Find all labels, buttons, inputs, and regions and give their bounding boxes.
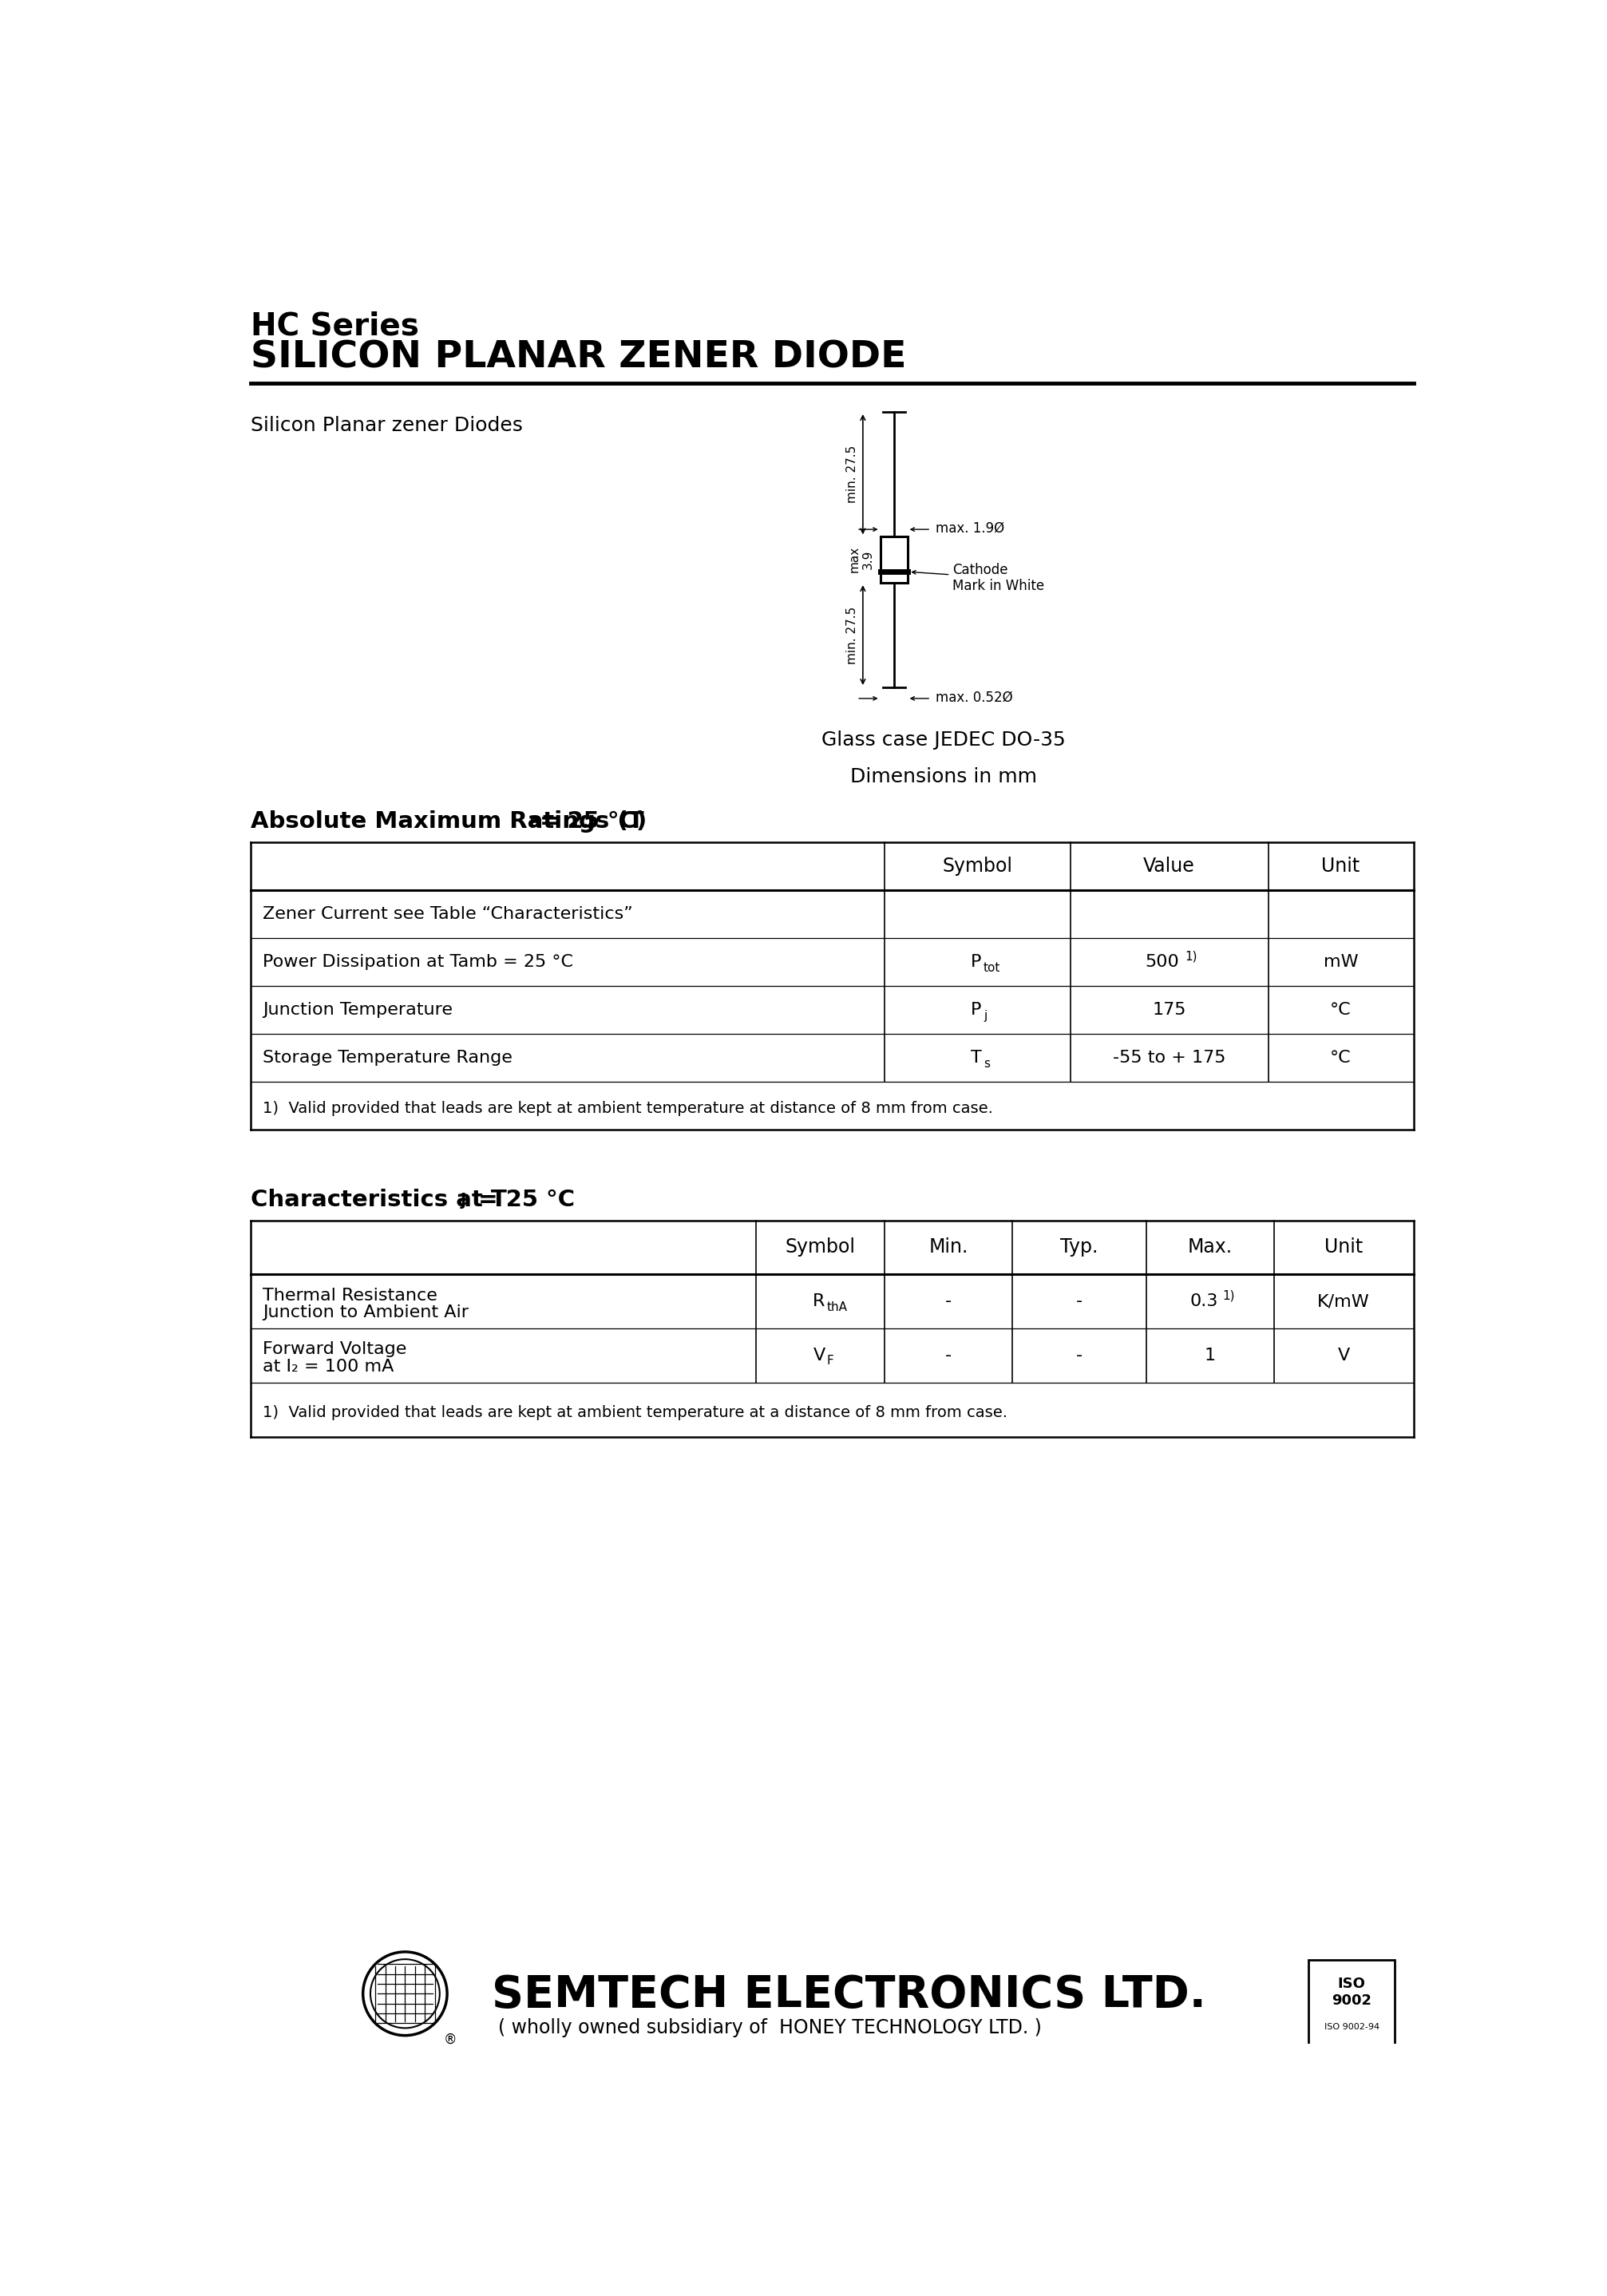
Text: s: s	[983, 1058, 990, 1070]
Text: Thermal Resistance: Thermal Resistance	[262, 1288, 437, 1304]
Text: Junction Temperature: Junction Temperature	[262, 1001, 453, 1017]
Text: 1)  Valid provided that leads are kept at ambient temperature at a distance of 8: 1) Valid provided that leads are kept at…	[262, 1405, 1008, 1419]
Text: Min.: Min.	[929, 1238, 967, 1256]
Text: Typ.: Typ.	[1061, 1238, 1098, 1256]
Text: -: -	[1075, 1293, 1083, 1309]
Text: Symbol: Symbol	[786, 1238, 855, 1256]
Text: Forward Voltage: Forward Voltage	[262, 1341, 407, 1357]
Text: K/mW: K/mW	[1318, 1293, 1369, 1309]
Text: Unit: Unit	[1324, 1238, 1363, 1256]
Text: max. 0.52Ø: max. 0.52Ø	[935, 691, 1012, 705]
Text: Max.: Max.	[1188, 1238, 1233, 1256]
Text: = 25 °C: = 25 °C	[469, 1189, 575, 1210]
Text: F: F	[826, 1355, 834, 1366]
Circle shape	[370, 1958, 440, 2027]
Text: j: j	[461, 1192, 466, 1208]
Text: 500: 500	[1144, 955, 1180, 971]
Text: Symbol: Symbol	[942, 856, 1012, 875]
Text: Dimensions in mm: Dimensions in mm	[850, 767, 1037, 788]
Text: -: -	[945, 1348, 951, 1364]
Text: P: P	[971, 955, 982, 971]
Text: SILICON PLANAR ZENER DIODE: SILICON PLANAR ZENER DIODE	[251, 340, 906, 377]
Text: 1)  Valid provided that leads are kept at ambient temperature at distance of 8 m: 1) Valid provided that leads are kept at…	[262, 1100, 993, 1116]
Text: ISO
9002: ISO 9002	[1332, 1977, 1372, 2009]
Text: 175: 175	[1152, 1001, 1186, 1017]
Bar	[1308, 1961, 1395, 2046]
Text: ( wholly owned subsidiary of  HONEY TECHNOLOGY LTD. ): ( wholly owned subsidiary of HONEY TECHN…	[498, 2018, 1041, 2037]
Text: -55 to + 175: -55 to + 175	[1112, 1049, 1226, 1065]
Text: Storage Temperature Range: Storage Temperature Range	[262, 1049, 513, 1065]
Text: min. 27.5: min. 27.5	[845, 606, 858, 664]
Text: Silicon Planar zener Diodes: Silicon Planar zener Diodes	[251, 416, 522, 434]
Text: = 25 °C): = 25 °C)	[540, 810, 648, 833]
Text: °C: °C	[1331, 1001, 1351, 1017]
Text: min. 27.5: min. 27.5	[845, 445, 858, 503]
Text: Glass case JEDEC DO-35: Glass case JEDEC DO-35	[821, 730, 1065, 748]
Text: ISO 9002-94: ISO 9002-94	[1324, 2023, 1379, 2032]
Text: mW: mW	[1324, 955, 1358, 971]
Text: Absolute Maximum Ratings (T: Absolute Maximum Ratings (T	[251, 810, 644, 833]
Text: SEMTECH ELECTRONICS LTD.: SEMTECH ELECTRONICS LTD.	[492, 1972, 1205, 2016]
Text: Characteristics at T: Characteristics at T	[251, 1189, 506, 1210]
Text: °C: °C	[1331, 1049, 1351, 1065]
Text: 1: 1	[1204, 1348, 1215, 1364]
Text: tot: tot	[983, 962, 1001, 974]
Text: 0.3: 0.3	[1189, 1293, 1218, 1309]
Text: j: j	[983, 1010, 987, 1022]
Text: P: P	[971, 1001, 982, 1017]
Text: Cathode
Mark in White: Cathode Mark in White	[913, 563, 1045, 592]
Text: Zener Current see Table “Characteristics”: Zener Current see Table “Characteristics…	[262, 907, 633, 923]
Text: -: -	[945, 1293, 951, 1309]
Bar	[881, 537, 908, 583]
Text: V: V	[813, 1348, 824, 1364]
Text: V: V	[1337, 1348, 1350, 1364]
Text: max
3.9: max 3.9	[848, 546, 874, 572]
Text: Value: Value	[1144, 856, 1196, 875]
Text: T: T	[971, 1049, 982, 1065]
Text: Unit: Unit	[1321, 856, 1360, 875]
Text: 1): 1)	[1186, 951, 1197, 962]
Text: 1): 1)	[1223, 1290, 1234, 1302]
Text: max. 1.9Ø: max. 1.9Ø	[935, 521, 1004, 535]
Text: at I₂ = 100 mA: at I₂ = 100 mA	[262, 1359, 394, 1375]
Text: ®: ®	[444, 2032, 458, 2046]
Text: Power Dissipation at Tamb = 25 °C: Power Dissipation at Tamb = 25 °C	[262, 955, 574, 971]
Text: a: a	[529, 815, 540, 831]
Text: -: -	[1075, 1348, 1083, 1364]
Text: R: R	[813, 1293, 826, 1309]
Text: thA: thA	[826, 1302, 847, 1313]
Text: HC Series: HC Series	[251, 312, 419, 342]
Text: Junction to Ambient Air: Junction to Ambient Air	[262, 1304, 469, 1320]
